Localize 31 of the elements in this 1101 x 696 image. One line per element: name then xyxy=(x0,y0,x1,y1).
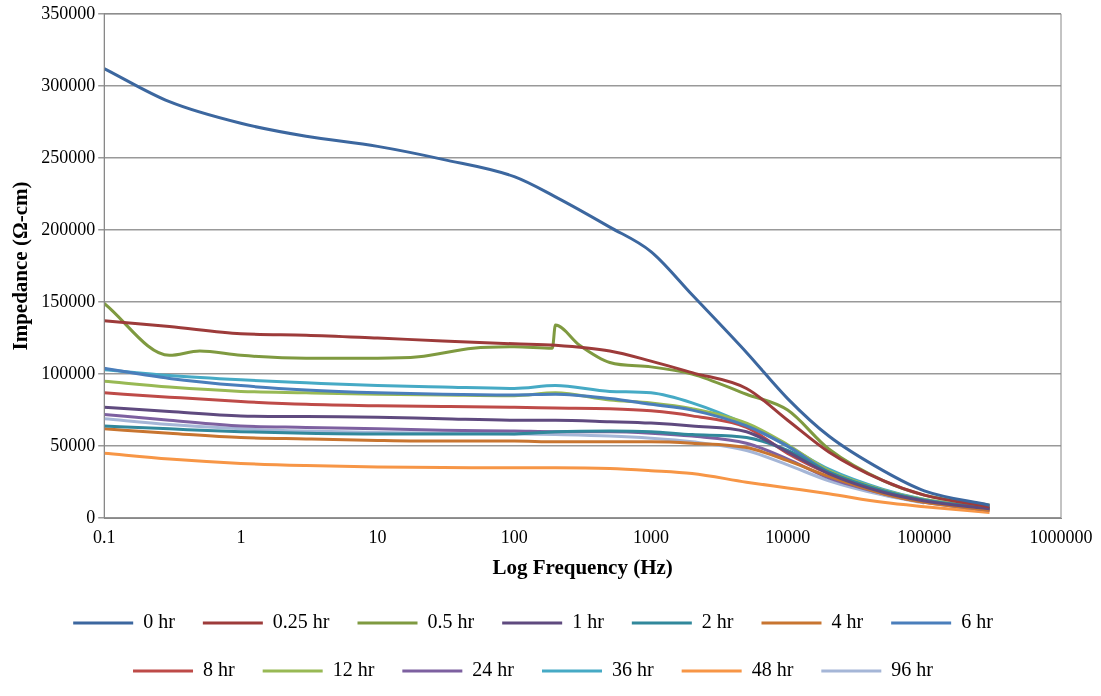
legend-label: 0 hr xyxy=(143,610,176,633)
legend-label: 1 hr xyxy=(572,610,605,633)
y-tick-label: 350000 xyxy=(41,2,96,23)
legend-label: 0.25 hr xyxy=(272,610,330,633)
x-tick-label: 100000 xyxy=(897,526,952,547)
x-tick-label: 10000 xyxy=(765,526,811,547)
x-tick-label: 1000 xyxy=(632,526,669,547)
legend-label: 6 hr xyxy=(961,610,994,633)
legend-label: 36 hr xyxy=(612,658,654,681)
x-axis-title: Log Frequency (Hz) xyxy=(492,554,673,579)
legend-label: 12 hr xyxy=(332,658,375,681)
x-tick-label: 100 xyxy=(500,526,528,547)
x-tick-label: 1000000 xyxy=(1029,526,1093,547)
y-tick-label: 300000 xyxy=(41,74,96,95)
x-tick-label: 10 xyxy=(368,526,387,547)
legend-label: 48 hr xyxy=(751,658,794,681)
x-tick-label: 1 xyxy=(236,526,246,547)
legend-label: 24 hr xyxy=(472,658,515,681)
legend-label: 0.5 hr xyxy=(427,610,475,633)
y-tick-label: 150000 xyxy=(41,290,96,311)
y-tick-label: 0 xyxy=(86,506,96,527)
y-tick-label: 100000 xyxy=(41,362,96,383)
x-tick-label: 0.1 xyxy=(92,526,116,547)
legend-label: 2 hr xyxy=(701,610,734,633)
y-tick-label: 50000 xyxy=(50,434,96,455)
legend-label: 8 hr xyxy=(203,658,236,681)
y-tick-label: 250000 xyxy=(41,146,96,167)
legend-label: 4 hr xyxy=(831,610,864,633)
y-tick-label: 200000 xyxy=(41,218,96,239)
legend-label: 96 hr xyxy=(891,658,934,681)
y-axis-title: Impedance (Ω-cm) xyxy=(8,181,33,351)
